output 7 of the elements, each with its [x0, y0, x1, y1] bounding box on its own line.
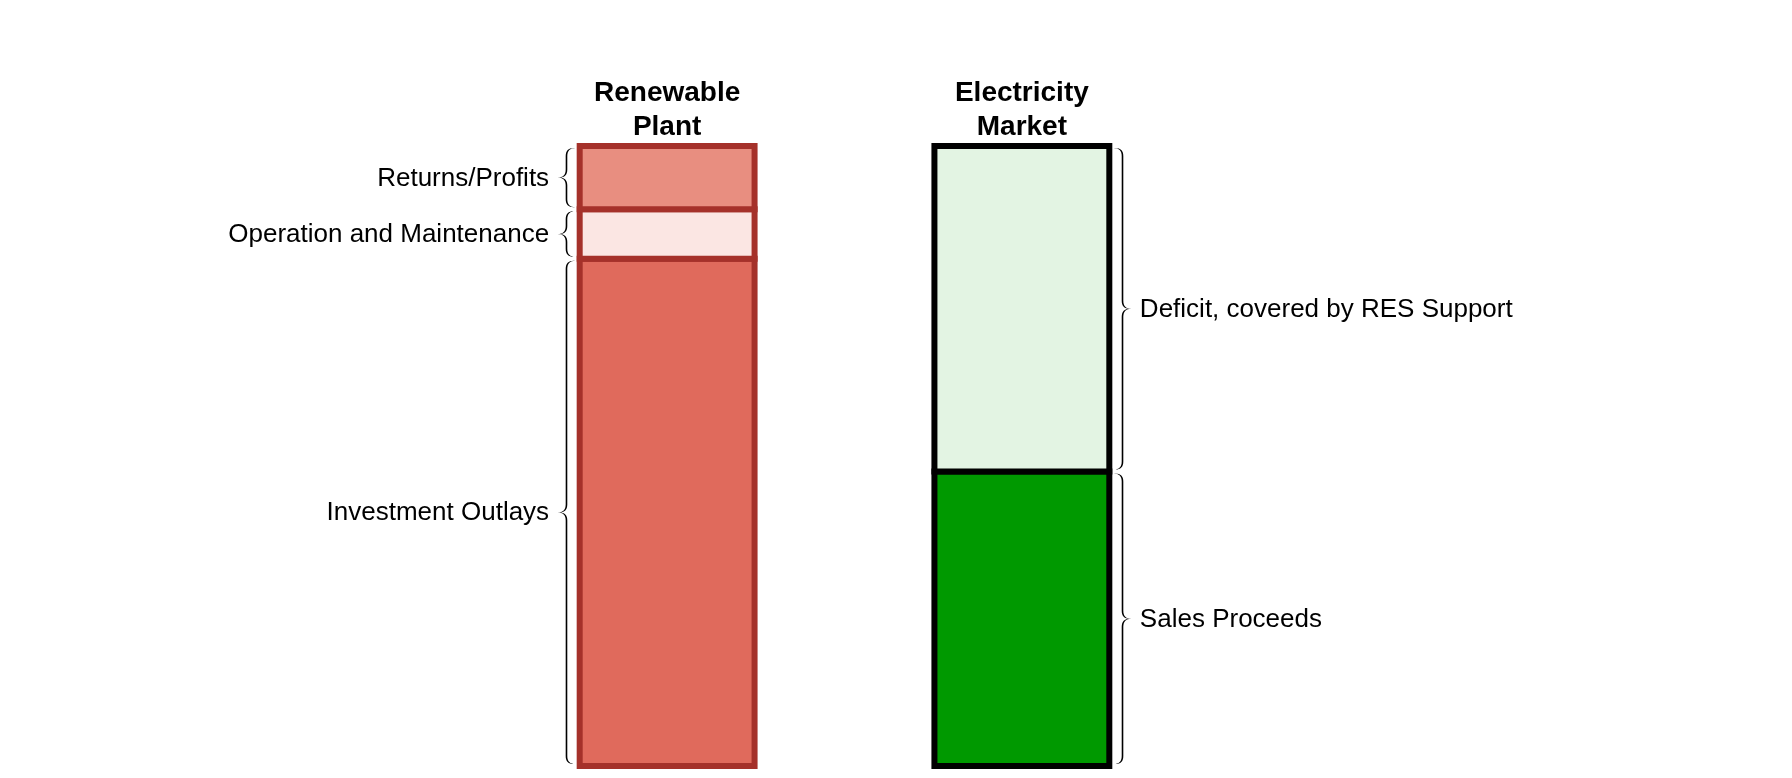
series-label: Deficit, covered by RES Support — [1139, 292, 1514, 323]
series-label: Sales Proceeds — [1139, 602, 1322, 633]
series-label: Operation and Maintenance — [228, 218, 550, 249]
series-label: Investment Outlays — [326, 496, 550, 527]
series-label: Returns/Profits — [377, 161, 550, 192]
x-tick-label: Renewable Plant — [593, 75, 741, 141]
x-tick-label: Electricity Market — [954, 75, 1090, 141]
